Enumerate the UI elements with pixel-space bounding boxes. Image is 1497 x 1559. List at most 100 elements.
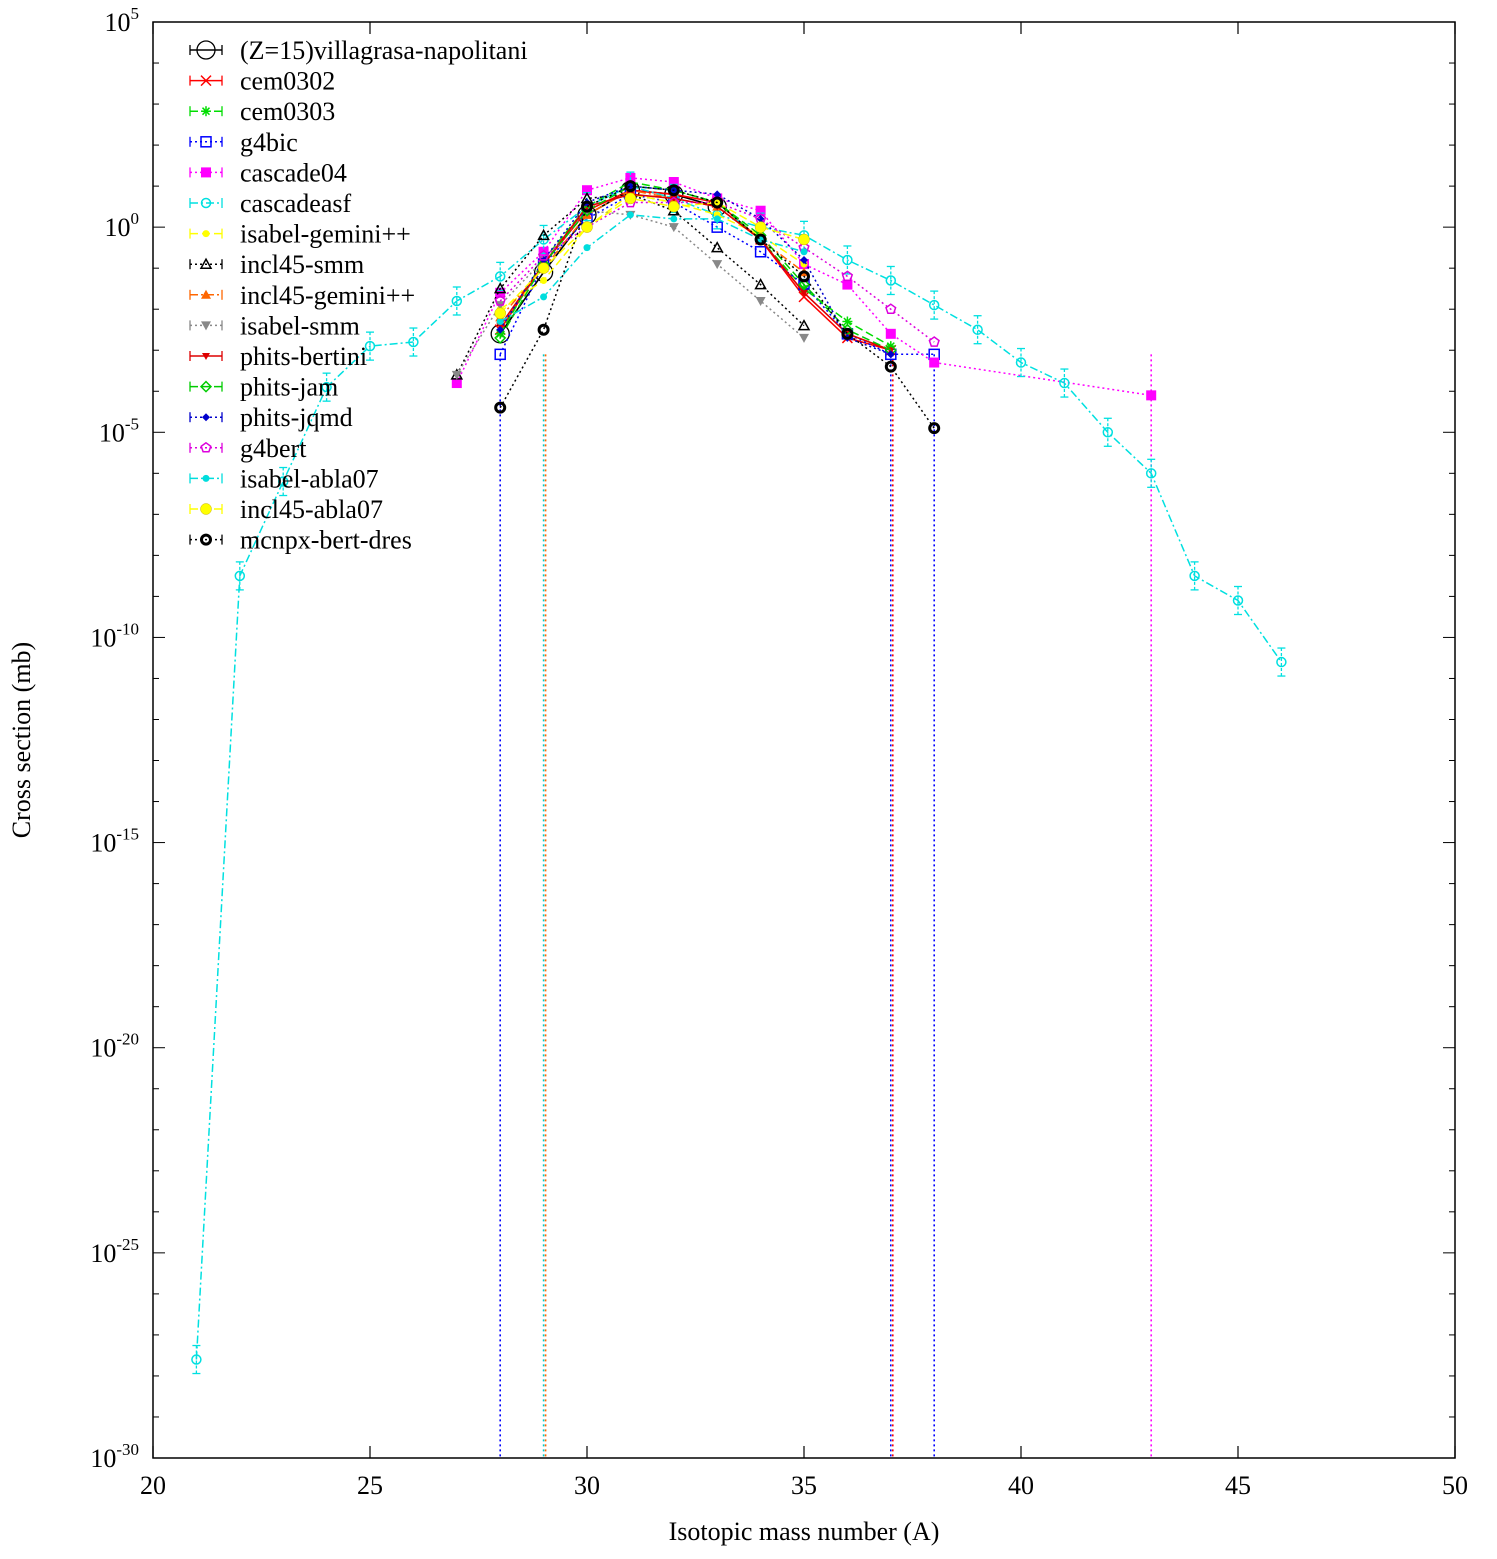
data-point: [196, 40, 216, 60]
y-tick-base: 10: [99, 418, 125, 447]
y-tick-base: 10: [105, 8, 131, 37]
data-point: [1015, 357, 1027, 368]
data-point: [581, 200, 593, 213]
data-point: [798, 270, 810, 283]
series-line: [499, 185, 892, 351]
data-point: [624, 180, 637, 193]
legend-item: incl45-smm: [189, 250, 364, 279]
data-point: [841, 270, 854, 282]
legend-item: incl45-abla07: [189, 495, 383, 524]
legend-label: cascade04: [240, 158, 347, 187]
y-tick-exponent: -25: [116, 1235, 139, 1254]
y-tick-label: 105: [105, 4, 140, 37]
x-tick-label: 45: [1225, 1471, 1251, 1500]
series-group: [191, 171, 1287, 1375]
legend-item: (Z=15)villagrasa-napolitani: [189, 36, 528, 65]
data-point: [200, 441, 212, 453]
legend-label: incl45-gemini++: [240, 281, 415, 310]
data-point: [624, 192, 637, 205]
series-line: [499, 193, 892, 351]
data-point: [540, 293, 548, 301]
y-tick-base: 10: [90, 1034, 116, 1063]
data-point: [537, 249, 550, 261]
data-point: [537, 262, 550, 274]
data-point: [842, 254, 853, 266]
x-tick-label: 25: [357, 1471, 383, 1500]
data-point: [583, 244, 591, 252]
y-tick-base: 10: [90, 623, 116, 652]
data-point: [711, 196, 724, 209]
legend-label: cem0303: [240, 97, 335, 126]
y-tick-exponent: -10: [116, 619, 139, 638]
y-tick-base: 10: [90, 829, 116, 858]
y-tick-label: 10-20: [90, 1030, 139, 1063]
x-tick-label: 50: [1442, 1471, 1468, 1500]
data-point: [277, 476, 289, 487]
legend-item: g4bert: [189, 434, 307, 463]
legend-item: mcnpx-bert-dres: [189, 526, 412, 555]
data-point: [754, 233, 767, 246]
legend-label: g4bert: [240, 434, 307, 463]
data-point: [670, 215, 678, 223]
data-point: [799, 333, 809, 343]
data-point: [202, 353, 210, 360]
data-point: [200, 136, 212, 148]
data-point: [201, 107, 211, 116]
drop-lines: [499, 354, 1152, 1458]
x-tick-label: 35: [791, 1471, 817, 1500]
legend-item: g4bic: [189, 128, 298, 157]
x-tick-label: 40: [1008, 1471, 1034, 1500]
data-point: [713, 215, 721, 223]
data-point: [494, 307, 506, 320]
data-point: [668, 177, 679, 188]
data-point: [885, 303, 897, 314]
data-point: [626, 211, 634, 219]
y-tick-exponent: -15: [116, 825, 139, 844]
y-tick-label: 10-5: [99, 414, 139, 447]
legend-label: mcnpx-bert-dres: [240, 526, 412, 555]
data-point: [201, 289, 211, 299]
data-point: [800, 289, 808, 297]
y-tick-label: 10-25: [90, 1235, 139, 1268]
legend-item: cascade04: [189, 158, 347, 187]
data-point: [234, 570, 246, 582]
data-point: [884, 360, 897, 373]
data-point: [451, 370, 462, 380]
data-point: [798, 233, 810, 246]
data-point: [200, 197, 212, 209]
data-point: [364, 340, 376, 352]
legend-label: phits-jqmd: [240, 403, 353, 432]
y-tick-label: 10-30: [90, 1440, 139, 1473]
data-point: [626, 182, 635, 191]
data-point: [191, 1354, 202, 1365]
data-point: [1232, 595, 1244, 606]
series-line: [195, 185, 1283, 1360]
legend-label: isabel-smm: [240, 311, 360, 340]
data-point: [842, 279, 853, 290]
data-point: [321, 381, 332, 393]
legend-item: cem0302: [189, 67, 335, 96]
y-tick-base: 10: [105, 213, 131, 242]
legend-label: isabel-gemini++: [240, 220, 411, 249]
data-point: [494, 271, 506, 282]
data-point: [496, 318, 504, 326]
data-point: [928, 336, 940, 347]
data-point: [841, 327, 854, 340]
data-point: [494, 348, 506, 361]
data-point: [712, 260, 723, 270]
x-tick-label: 30: [574, 1471, 600, 1500]
y-tick-label: 10-10: [90, 619, 139, 652]
legend-item: isabel-abla07: [189, 464, 379, 493]
y-tick-exponent: -20: [116, 1030, 139, 1049]
series-line: [499, 193, 805, 310]
y-tick-exponent: -5: [125, 414, 139, 433]
data-point: [1189, 570, 1200, 582]
y-tick-label: 100: [105, 209, 140, 242]
legend-label: (Z=15)villagrasa-napolitani: [240, 36, 528, 65]
data-point: [668, 200, 680, 213]
series-cascadeasf: [191, 171, 1287, 1375]
data-point: [843, 317, 852, 326]
data-point: [929, 357, 940, 368]
